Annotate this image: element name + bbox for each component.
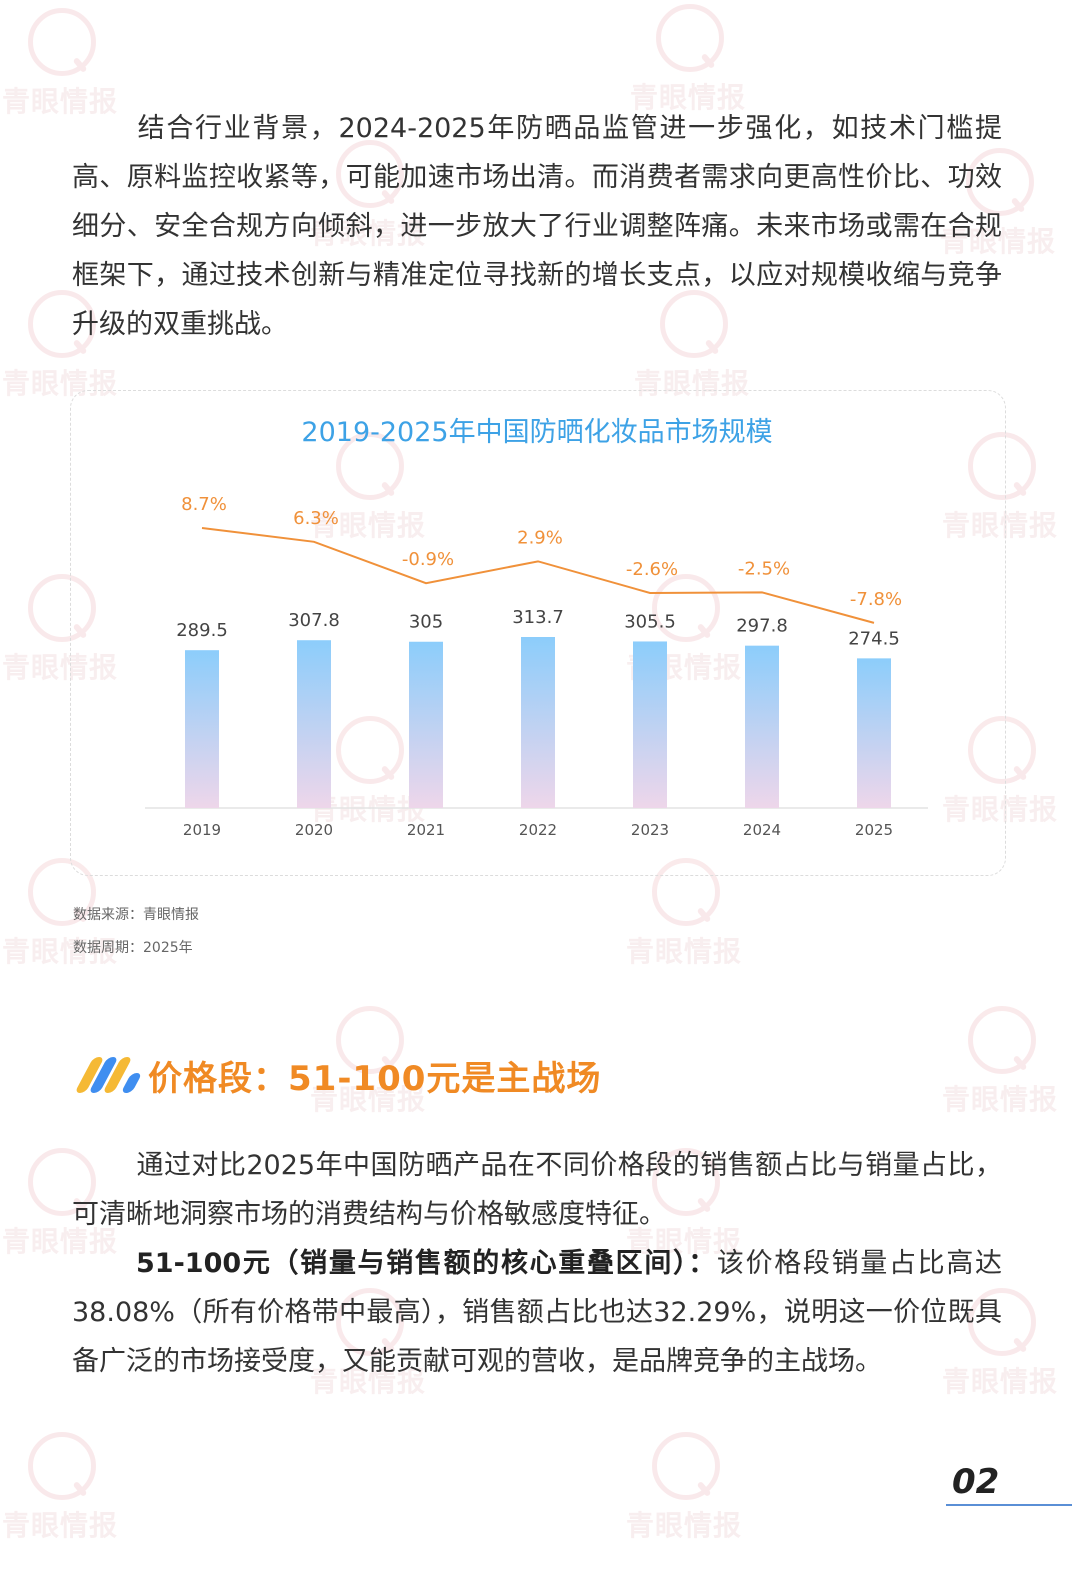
bar-value-label: 297.8: [736, 616, 788, 637]
bar-value-label: 313.7: [512, 607, 564, 628]
bar-2025: [857, 658, 891, 808]
x-tick-label: 2020: [295, 821, 333, 839]
price-range-paragraph: 51-100元（销量与销售额的核心重叠区间）：该价格段销量占比高达38.08%（…: [72, 1248, 1003, 1377]
bar-value-label: 305: [409, 612, 443, 633]
watermark-logo: 青眼情报: [628, 4, 748, 114]
bar-2023: [633, 641, 667, 808]
watermark-text: 青眼情报: [1, 1509, 118, 1542]
growth-rate-label: 2.9%: [517, 527, 563, 548]
watermark-text: 青眼情报: [625, 935, 742, 968]
growth-rate-label: -2.5%: [738, 558, 790, 579]
x-tick-label: 2022: [519, 821, 557, 839]
page-number: 02: [952, 1462, 1000, 1502]
chart-title: 2019-2025年中国防晒化妆品市场规模: [301, 417, 773, 448]
chart-card: [70, 390, 1006, 876]
page-number-underline: [946, 1504, 1072, 1506]
growth-rate-label: -2.6%: [626, 559, 678, 580]
growth-rate-label: -0.9%: [402, 549, 454, 570]
section-logo-icon: [74, 1055, 143, 1095]
x-tick-label: 2024: [743, 821, 781, 839]
growth-rate-label: -7.8%: [850, 589, 902, 610]
comparison-paragraph: 通过对比2025年中国防晒产品在不同价格段的销售额占比与销量占比，可清晰地洞察市…: [72, 1150, 1002, 1230]
watermark-logo: 青眼情报: [0, 1432, 120, 1542]
growth-rate-label: 6.3%: [293, 508, 339, 529]
watermark-text: 青眼情报: [941, 1083, 1058, 1116]
x-tick-label: 2025: [855, 821, 893, 839]
watermark-text: 青眼情报: [625, 1509, 742, 1542]
market-size-chart: 289.5 2019 307.8 2020 305 2021 313.7 2022 305.5 2…: [145, 494, 928, 839]
bar-value-label: 289.5: [176, 620, 228, 641]
watermark-logo: 青眼情报: [940, 1006, 1060, 1116]
x-tick-label: 2021: [407, 821, 445, 839]
x-tick-label: 2023: [631, 821, 669, 839]
bar-value-label: 305.5: [624, 611, 676, 632]
section-header: 价格段：51-100元是主战场: [74, 1050, 602, 1100]
intro-paragraph: 结合行业背景，2024-2025年防晒品监管进一步强化，如技术门槛提高、原料监控…: [72, 113, 1002, 340]
watermark-logo: 青眼情报: [624, 1432, 744, 1542]
data-period: 数据周期：2025年: [73, 940, 193, 956]
price-range-heading: 51-100元（销量与销售额的核心重叠区间）：: [136, 1248, 717, 1279]
bar-2021: [409, 641, 443, 808]
bar-2019: [185, 650, 219, 808]
x-tick-label: 2019: [183, 821, 221, 839]
growth-rate-label: 8.7%: [181, 494, 227, 515]
watermark-logo: 青眼情报: [0, 8, 120, 118]
data-source: 数据来源：青眼情报: [73, 907, 199, 923]
bar-2024: [745, 645, 779, 808]
growth-rate-line: [201, 527, 875, 624]
section-title: 价格段：51-100元是主战场: [148, 1058, 602, 1099]
bar-value-label: 307.8: [288, 610, 340, 631]
bar-value-label: 274.5: [848, 628, 900, 649]
bar-2020: [297, 640, 331, 808]
bar-2022: [521, 637, 555, 808]
